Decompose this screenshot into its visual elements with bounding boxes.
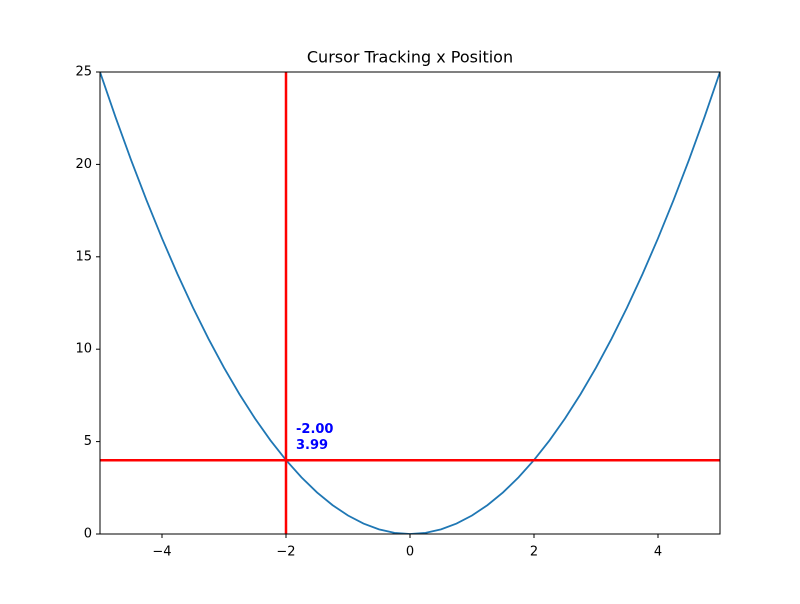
x-tick-label: 2 [530, 545, 538, 560]
chart-title: Cursor Tracking x Position [307, 48, 513, 67]
cursor-x-label: -2.00 [296, 422, 333, 437]
y-tick-label: 20 [75, 157, 92, 172]
x-tick-label: 4 [654, 545, 662, 560]
x-tick-label: −4 [152, 545, 171, 560]
y-tick-label: 5 [84, 434, 92, 449]
cursor-y-label: 3.99 [296, 438, 328, 453]
x-tick-label: 0 [406, 545, 414, 560]
y-tick-label: 10 [75, 342, 92, 357]
line [100, 72, 720, 534]
x-tick-label: −2 [276, 545, 295, 560]
y-tick-label: 0 [84, 527, 92, 542]
plot-frame [99, 71, 721, 535]
y-tick-label: 15 [75, 249, 92, 264]
y-tick-label: 25 [75, 65, 92, 80]
